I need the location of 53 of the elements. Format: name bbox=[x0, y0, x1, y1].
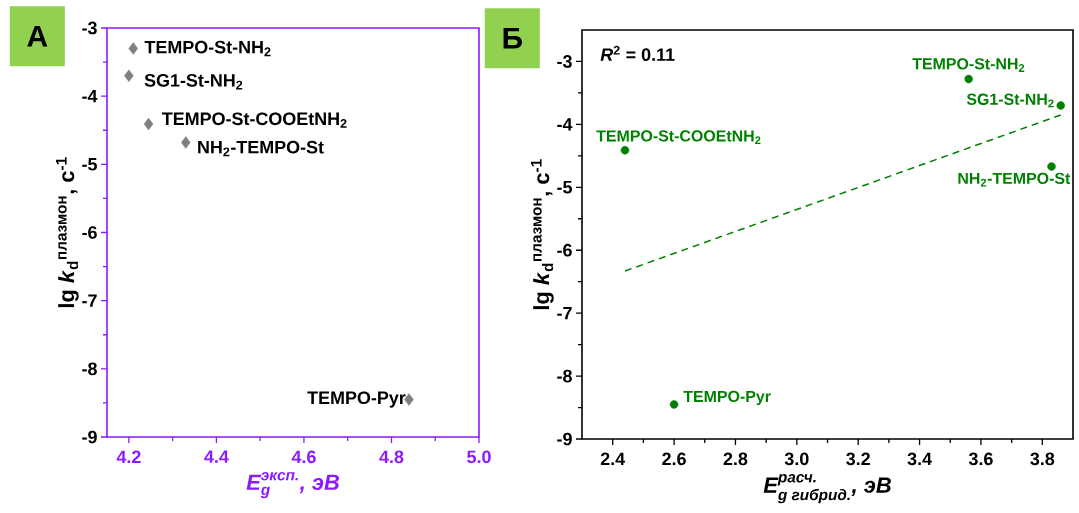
y-tick-label: -7 bbox=[557, 306, 572, 320]
y-tick-label: -4 bbox=[82, 89, 98, 103]
y-tick-label: -9 bbox=[82, 430, 97, 444]
annotation: SG1-St-NH$_{2}$ bbox=[144, 74, 243, 90]
text: А bbox=[27, 25, 48, 47]
y-tick-label: -3 bbox=[82, 21, 97, 35]
annotation: NH$_{2}$-TEMPO-St bbox=[958, 172, 1071, 187]
y-tick-label: -7 bbox=[82, 294, 97, 307]
annotation: TEMPO-Pyr bbox=[307, 391, 406, 408]
point bbox=[181, 136, 191, 149]
annotation: SG1-St-NH$_{2}$ bbox=[966, 93, 1054, 108]
x-tick-label: 3.6 bbox=[968, 452, 993, 466]
x-tick-label: 3.4 bbox=[907, 452, 932, 466]
point bbox=[143, 117, 154, 131]
x-tick-label: 3.2 bbox=[846, 452, 870, 466]
y-tick-label: -3 bbox=[557, 55, 572, 68]
point bbox=[669, 400, 679, 409]
annotation: TEMPO-Pyr bbox=[683, 390, 771, 406]
y-axis-title: lg k$_{d}$$^{плазмон}$, с$^{-1}$ bbox=[55, 157, 79, 308]
x-tick-label: 4.4 bbox=[204, 450, 229, 463]
annotation: TEMPO-St-COOEtNH$_{2}$ bbox=[161, 112, 347, 128]
x-tick-label: 3.0 bbox=[784, 452, 809, 466]
annotation: TEMPO-St-COOEtNH$_{2}$ bbox=[596, 130, 761, 144]
y-tick-label: -8 bbox=[82, 362, 97, 376]
annotation: R$^{2}$ = 0.11 bbox=[600, 45, 675, 61]
x-axis-title: $\textit{E}_{\textit{g}}^{\textit{эксп.}}\textit{, эВ}$ bbox=[246, 472, 339, 499]
point bbox=[1047, 162, 1056, 171]
y-axis-title: lg k$_{d}$$^{плазмон}$, с$^{-1}$ bbox=[530, 159, 554, 310]
annotation: TEMPO-St-NH$_{2}$ bbox=[912, 58, 1025, 72]
y-tick-label: -9 bbox=[557, 432, 572, 446]
point bbox=[620, 145, 630, 155]
text: Б bbox=[503, 27, 522, 49]
point bbox=[124, 69, 134, 82]
annotation: TEMPO-St-NH$_{2}$ bbox=[144, 40, 271, 57]
x-tick-label: 2.4 bbox=[600, 452, 626, 466]
x-tick-label: 2.6 bbox=[662, 452, 686, 466]
x-tick-label: 3.8 bbox=[1030, 452, 1055, 466]
x-tick-label: 2.8 bbox=[723, 452, 748, 466]
x-tick-label: 4.6 bbox=[291, 450, 316, 464]
x-tick-label: 5.0 bbox=[467, 450, 491, 464]
y-tick-label: -8 bbox=[557, 369, 572, 383]
point bbox=[964, 74, 973, 84]
point bbox=[128, 42, 138, 55]
y-tick-label: -6 bbox=[557, 243, 572, 257]
y-tick-label: -6 bbox=[82, 226, 97, 239]
x-tick-label: 4.8 bbox=[379, 450, 404, 464]
y-tick-label: -5 bbox=[557, 181, 572, 194]
point bbox=[1056, 101, 1065, 110]
y-tick-label: -4 bbox=[557, 118, 573, 131]
y-tick-label: -5 bbox=[82, 158, 97, 171]
x-tick-label: 4.2 bbox=[116, 450, 141, 464]
annotation: NH$_{2}$-TEMPO-St bbox=[198, 140, 324, 157]
x-axis-title: $\textit{E}_{\textit{g гибрид.}}^{\textit{расч.}}\textit{, эВ}$ bbox=[763, 474, 891, 504]
